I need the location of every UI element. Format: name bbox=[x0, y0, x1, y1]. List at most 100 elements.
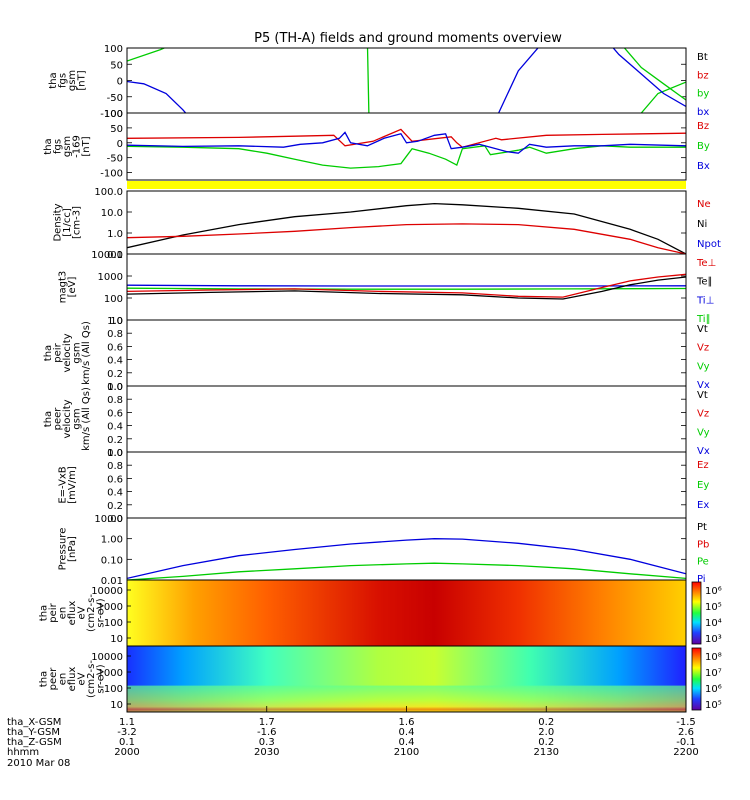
peir_en-colorbar bbox=[691, 581, 702, 645]
fgs-series-blue bbox=[612, 48, 686, 108]
peer_vel-ytick-label: 0.2 bbox=[107, 435, 123, 446]
mag-series-blue bbox=[127, 284, 686, 287]
efield-ytick-label: 0.6 bbox=[107, 474, 123, 485]
mag-ytick-label: 1000 bbox=[98, 272, 123, 283]
peir_vel-legend-entry: Vx bbox=[697, 380, 710, 391]
peer_vel-ylabel: km/s (All Qs) bbox=[81, 387, 92, 451]
pressure-ytick-label: 1.00 bbox=[101, 535, 123, 546]
mag-ylabel: [eV] bbox=[67, 277, 78, 298]
pressure-ylabel: [nPa] bbox=[67, 536, 78, 562]
fgs-legend-entry: Bt bbox=[697, 52, 708, 63]
efield-ylabel: [mV/m] bbox=[67, 466, 78, 504]
peer_vel-ytick-label: 0.6 bbox=[107, 408, 123, 419]
fgs_rot-series-green bbox=[127, 145, 686, 169]
mag-legend-entry: Te∥ bbox=[696, 277, 713, 288]
efield-legend-entry: Ez bbox=[697, 460, 709, 471]
fgs_rot-ytick-label: 0 bbox=[117, 139, 123, 150]
peer_en-ylabel: tha bbox=[39, 671, 50, 687]
peer_vel-legend-entry: Vt bbox=[697, 390, 708, 401]
peir_vel-ylabel: gsm bbox=[72, 342, 83, 363]
mag-series-red bbox=[127, 273, 686, 298]
xaxis-tick-value: 1.7 bbox=[259, 717, 275, 728]
density-frame bbox=[126, 190, 687, 255]
peer_en-colorbar-label: 10⁸ bbox=[705, 652, 722, 663]
figure-title: P5 (TH-A) fields and ground moments over… bbox=[254, 31, 562, 46]
peer_vel-ytick-label: 0.8 bbox=[107, 395, 123, 406]
peir_vel-ytick-label: 0.4 bbox=[107, 356, 123, 367]
peir_vel-ytick-label: 0.8 bbox=[107, 329, 123, 340]
xaxis-tick-value: 0.4 bbox=[399, 737, 415, 748]
peir_vel-frame bbox=[126, 319, 687, 387]
peer_vel-ytick-label: 1.0 bbox=[107, 382, 123, 393]
peer_vel-legend-entry: Vx bbox=[697, 446, 710, 457]
xaxis-tick-value: -1.6 bbox=[257, 727, 277, 738]
peer_en-colorbar-label: 10⁷ bbox=[705, 668, 722, 679]
peir_en-ytick-label: 10000 bbox=[91, 586, 123, 597]
peir_vel-ytick-label: 0.0 bbox=[107, 382, 123, 393]
peir_vel-legend-entry: Vt bbox=[697, 324, 708, 335]
mag-ytick-label: 100 bbox=[104, 294, 123, 305]
efield-frame bbox=[126, 451, 687, 519]
pressure-ytick-label: 0.10 bbox=[101, 555, 123, 566]
xaxis-tick-value: 2000 bbox=[114, 747, 139, 758]
fgs-ylabel: fgs bbox=[57, 73, 68, 88]
density-ytick-label: 1.0 bbox=[107, 229, 123, 240]
fgs-series-green bbox=[127, 48, 370, 113]
peir_en-ylabel: sr-eV) bbox=[96, 598, 107, 627]
peir_en-colorbar-label: 10⁵ bbox=[705, 602, 722, 613]
peer_en-ylabel: sr-eV) bbox=[96, 664, 107, 693]
efield-ylabel: E=-VxB bbox=[57, 466, 68, 503]
xaxis-tick-value: 2030 bbox=[254, 747, 279, 758]
fgs-ytick-label: 0 bbox=[117, 77, 123, 88]
peir_en-ylabel: en bbox=[58, 607, 69, 620]
xaxis-tick-value: 2.0 bbox=[538, 727, 554, 738]
density-ylabel: Density bbox=[53, 203, 64, 241]
fgs_rot-ylabel: fgs bbox=[53, 139, 64, 154]
peir_vel-ylabel: velocity bbox=[62, 333, 73, 372]
peir_vel-legend-entry: Vy bbox=[697, 361, 710, 372]
pressure-legend-entry: Pb bbox=[697, 539, 709, 550]
fgs_rot-ylabel: [nT] bbox=[81, 136, 92, 156]
fgs-ytick-label: 100 bbox=[104, 44, 123, 55]
fgs_rot-ylabel: tha bbox=[43, 138, 54, 154]
xaxis-tick-value: -1.5 bbox=[676, 717, 696, 728]
xaxis-tick-value: 0.3 bbox=[259, 737, 275, 748]
density-series-black bbox=[127, 202, 686, 254]
fgs_rot-ytick-label: 50 bbox=[110, 124, 123, 135]
xaxis-row-label: tha_X-GSM bbox=[7, 717, 61, 728]
fgs-frame bbox=[126, 47, 687, 114]
fgs-ytick-label: 50 bbox=[110, 60, 123, 71]
peir_en-colorbar-label: 10³ bbox=[705, 634, 722, 645]
efield-legend-entry: Ey bbox=[697, 480, 709, 491]
peir_vel-legend-entry: Vz bbox=[697, 343, 709, 354]
peir_en-ylabel: eV bbox=[77, 606, 88, 619]
peir_en-colorbar-label: 10⁶ bbox=[705, 586, 722, 597]
peer_vel-legend-entry: Vy bbox=[697, 427, 710, 438]
fgs-series-blue bbox=[127, 80, 187, 113]
xaxis-tick-value: 0.4 bbox=[399, 727, 415, 738]
peer_vel-legend-entry: Vz bbox=[697, 409, 709, 420]
fgs-legend-entry: bx bbox=[697, 107, 709, 118]
fgs-series-green bbox=[640, 81, 686, 113]
peir_en-spectrogram bbox=[127, 580, 686, 646]
peir_vel-ylabel: km/s (All Qs) bbox=[81, 321, 92, 385]
fgs_rot-legend-entry: Bz bbox=[697, 121, 709, 132]
peer_vel-ylabel: tha bbox=[43, 411, 54, 427]
xaxis-tick-value: 2100 bbox=[394, 747, 419, 758]
peer_en-colorbar-label: 10⁶ bbox=[705, 684, 722, 695]
fgs-ylabel: gsm bbox=[67, 70, 78, 91]
fgs-legend-entry: bz bbox=[697, 70, 709, 81]
mag-legend-entry: Ti∥ bbox=[696, 314, 711, 325]
density-ytick-label: 100.0 bbox=[94, 187, 123, 198]
fgs_rot-frame bbox=[126, 112, 687, 181]
mag-ylabel: magt3 bbox=[57, 271, 68, 304]
fgs_rot-ylabel: gsm bbox=[62, 136, 73, 157]
mag-series-black bbox=[127, 276, 686, 300]
peer_en-ytick-label: 10 bbox=[110, 700, 123, 711]
pressure-series-blue bbox=[127, 538, 686, 580]
peer_en-ylabel: en bbox=[58, 673, 69, 686]
pressure-ytick-label: 10.00 bbox=[94, 514, 123, 525]
peir_en-ylabel: tha bbox=[39, 605, 50, 621]
xaxis-tick-value: 2130 bbox=[534, 747, 559, 758]
